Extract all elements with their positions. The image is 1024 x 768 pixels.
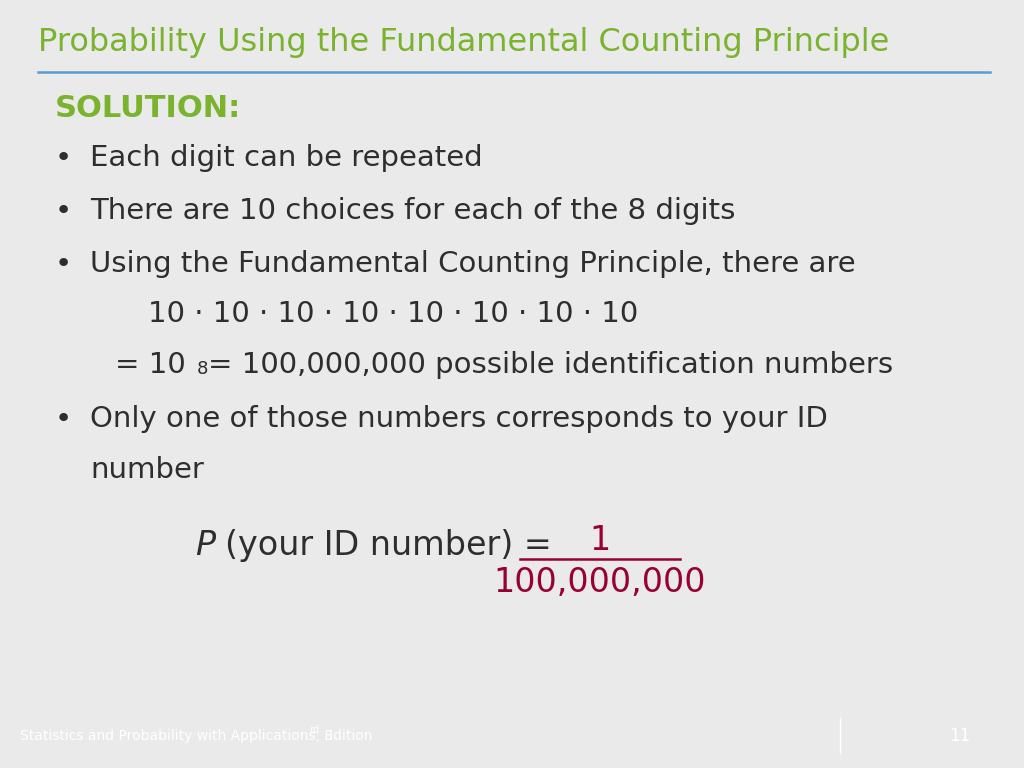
- Text: Statistics and Probability with Applications, 3: Statistics and Probability with Applicat…: [20, 729, 333, 743]
- Text: •: •: [55, 144, 73, 172]
- Text: Edition: Edition: [319, 729, 373, 743]
- Text: rd: rd: [309, 725, 319, 735]
- Text: 8: 8: [197, 360, 208, 378]
- Text: 10 · 10 · 10 · 10 · 10 · 10 · 10 · 10: 10 · 10 · 10 · 10 · 10 · 10 · 10 · 10: [148, 300, 638, 328]
- Text: Only one of those numbers corresponds to your ID: Only one of those numbers corresponds to…: [90, 405, 827, 432]
- Text: Each digit can be repeated: Each digit can be repeated: [90, 144, 482, 172]
- Text: Using the Fundamental Counting Principle, there are: Using the Fundamental Counting Principle…: [90, 250, 856, 278]
- Text: •: •: [55, 250, 73, 278]
- Text: Probability Using the Fundamental Counting Principle: Probability Using the Fundamental Counti…: [38, 27, 890, 58]
- Text: (your ID number) =: (your ID number) =: [225, 529, 552, 562]
- Text: 11: 11: [949, 727, 971, 745]
- Text: = 10: = 10: [115, 352, 185, 379]
- Text: 100,000,000: 100,000,000: [494, 567, 707, 600]
- Text: 1: 1: [590, 524, 610, 557]
- Text: $\mathit{P}$: $\mathit{P}$: [195, 529, 217, 562]
- Text: •: •: [55, 197, 73, 225]
- Text: •: •: [55, 405, 73, 432]
- Text: There are 10 choices for each of the 8 digits: There are 10 choices for each of the 8 d…: [90, 197, 735, 225]
- Text: SOLUTION:: SOLUTION:: [55, 94, 242, 123]
- Text: = 100,000,000 possible identification numbers: = 100,000,000 possible identification nu…: [208, 352, 893, 379]
- Text: number: number: [90, 455, 204, 484]
